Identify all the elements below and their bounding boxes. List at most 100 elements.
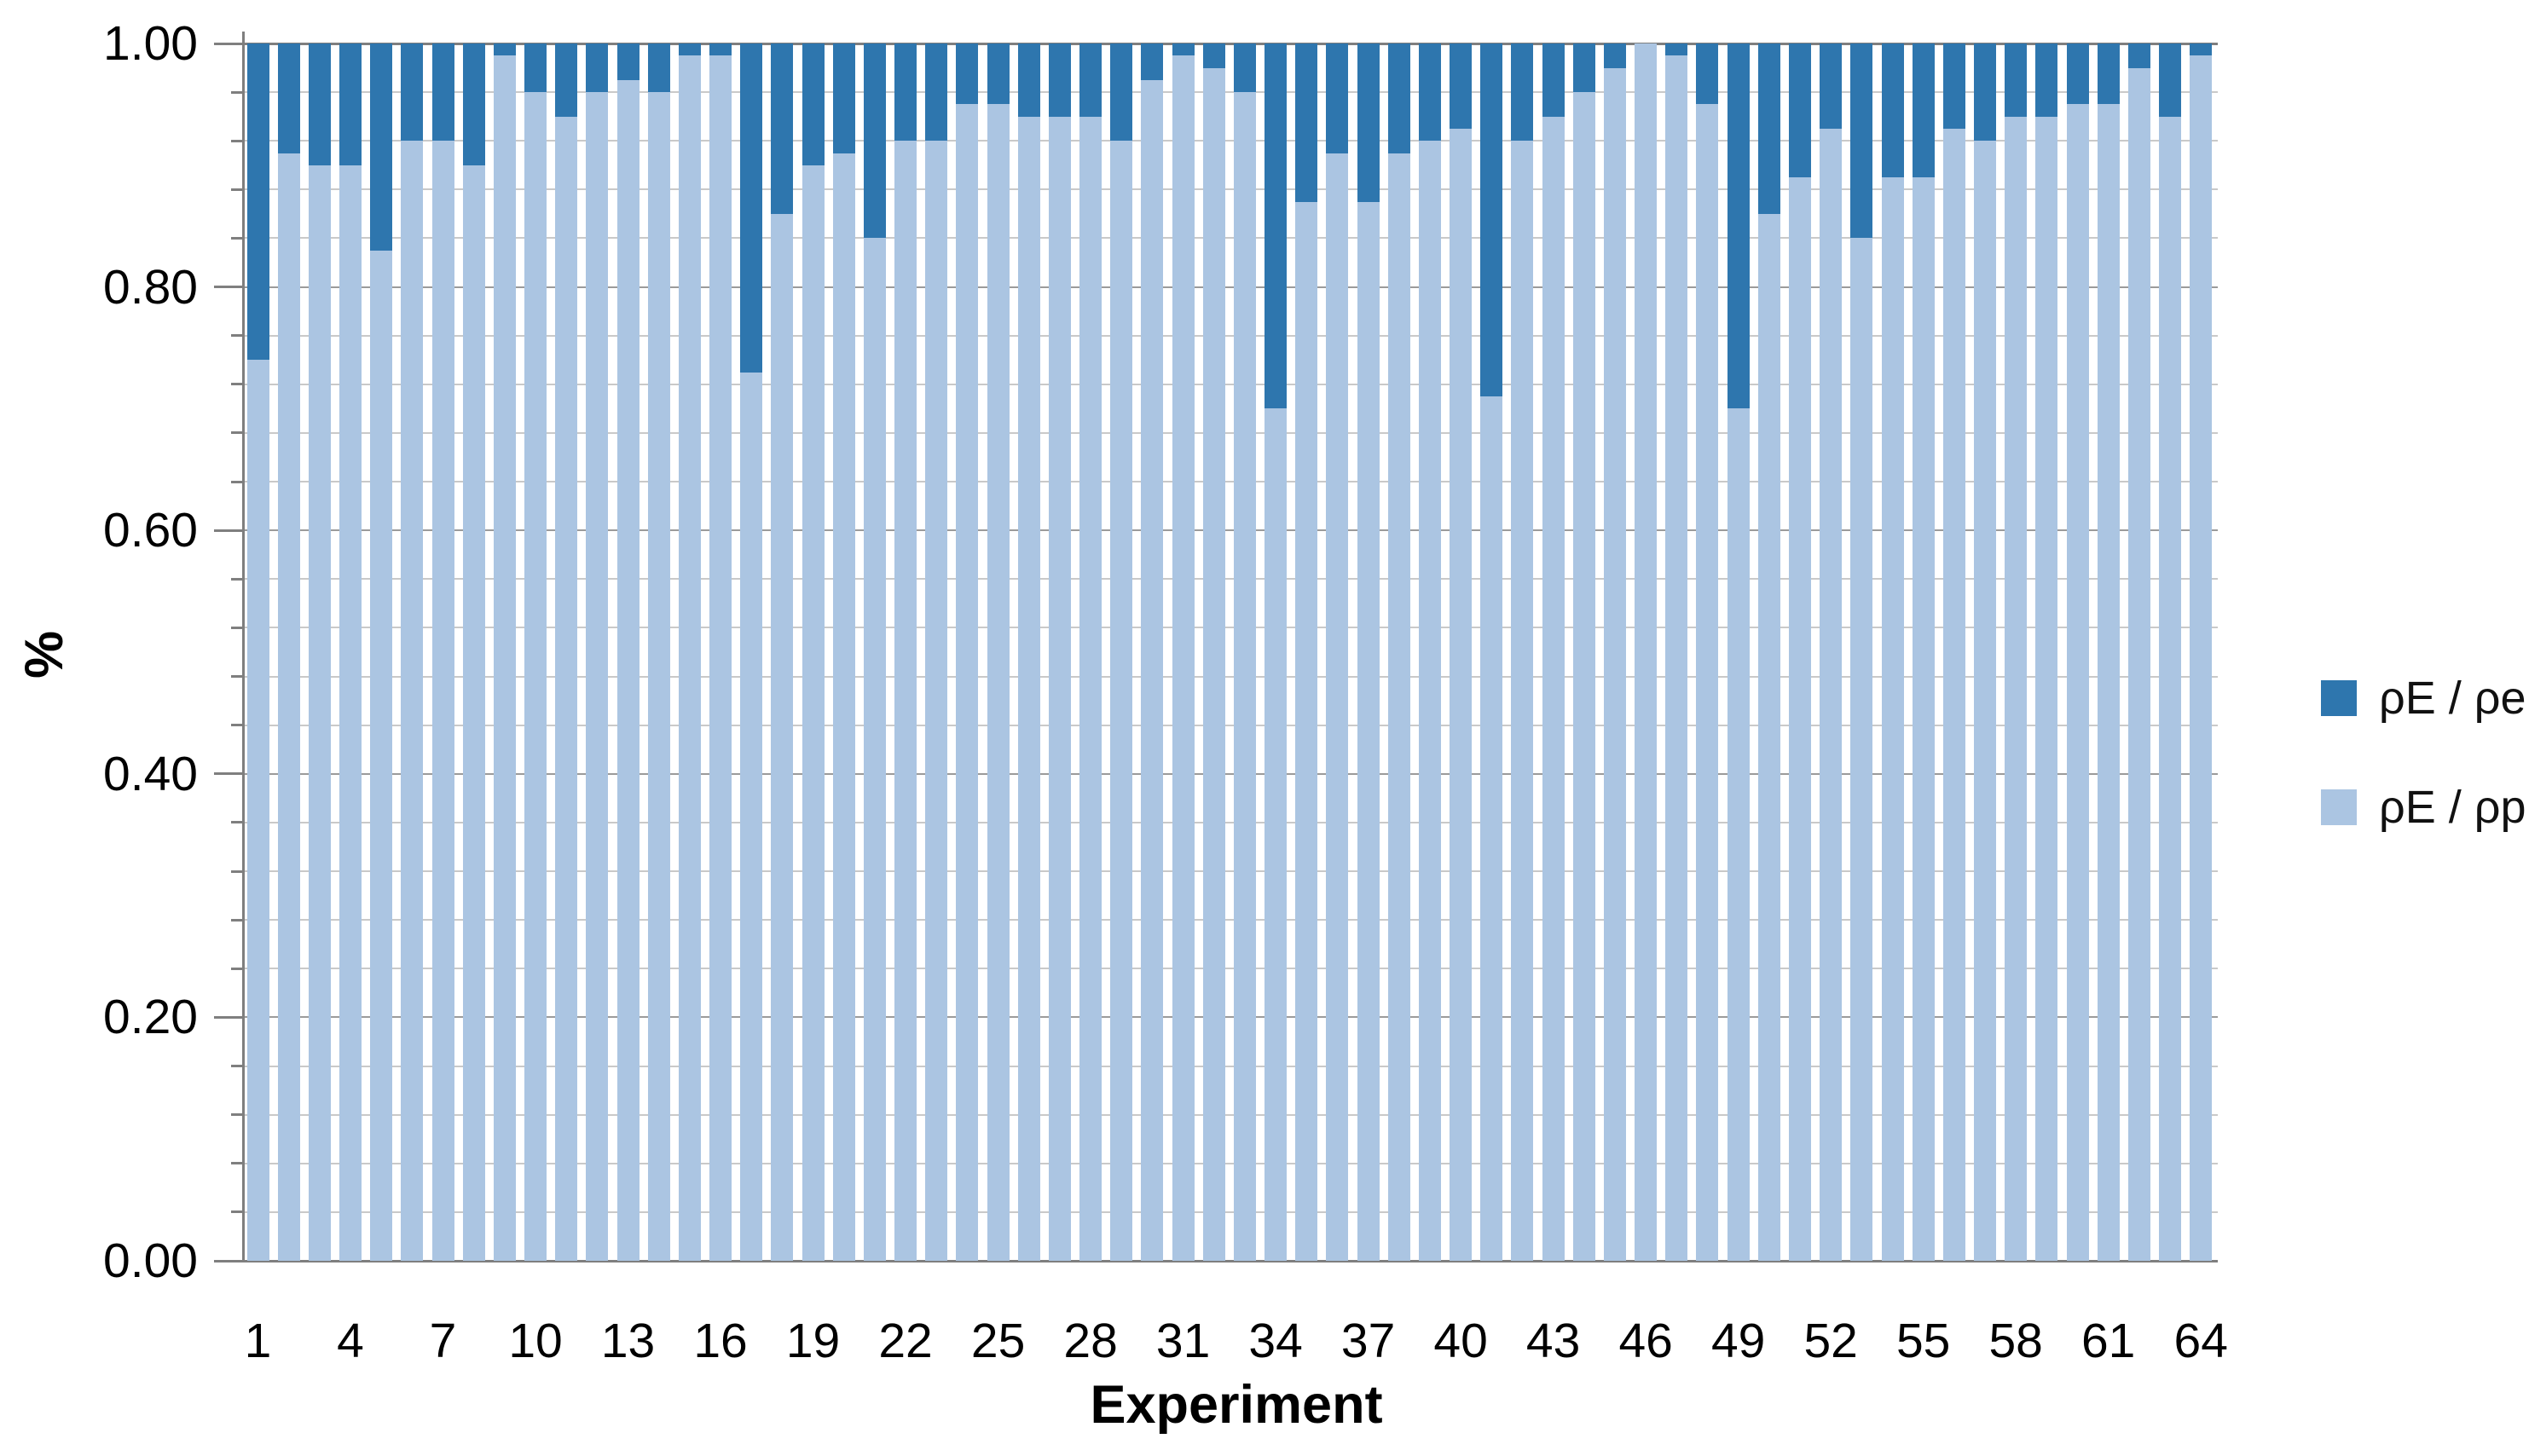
bar-30 xyxy=(1141,43,1164,1261)
y-axis-tick xyxy=(214,1259,243,1262)
bar-35-segment-pe xyxy=(1295,43,1318,202)
bar-54-segment-pe xyxy=(1881,43,1904,178)
bar-62-segment-pe xyxy=(2127,43,2150,68)
y-axis-tick xyxy=(231,383,243,386)
x-tick-label: 58 xyxy=(1988,1314,2043,1368)
bar-39-segment-pp xyxy=(1418,141,1441,1261)
bar-37-segment-pe xyxy=(1357,43,1380,202)
x-tick-label: 4 xyxy=(337,1314,364,1368)
bar-20 xyxy=(832,43,855,1261)
bar-58-segment-pp xyxy=(2005,116,2028,1261)
y-axis-tick xyxy=(231,1065,243,1068)
bar-9 xyxy=(493,43,516,1261)
bar-48-segment-pp xyxy=(1696,104,1719,1261)
bar-52 xyxy=(1820,43,1843,1261)
bar-2 xyxy=(277,43,300,1261)
bar-10 xyxy=(524,43,547,1261)
y-axis-tick xyxy=(231,724,243,727)
bar-54-segment-pp xyxy=(1881,177,1904,1261)
bar-42-segment-pp xyxy=(1511,141,1534,1261)
bar-47 xyxy=(1665,43,1688,1261)
bar-35 xyxy=(1295,43,1318,1261)
bar-23-segment-pe xyxy=(925,43,948,142)
x-tick-label: 43 xyxy=(1525,1314,1581,1368)
bar-37 xyxy=(1357,43,1380,1261)
bar-10-segment-pe xyxy=(524,43,547,93)
x-tick-label: 1 xyxy=(244,1314,272,1368)
y-axis-tick xyxy=(231,139,243,142)
bar-60 xyxy=(2066,43,2089,1261)
bar-13-segment-pp xyxy=(616,79,639,1261)
bar-3-segment-pe xyxy=(308,43,331,165)
bar-45 xyxy=(1603,43,1626,1261)
gridline-major xyxy=(243,1260,2218,1262)
gridline-minor xyxy=(243,383,2218,385)
x-tick-label: 40 xyxy=(1433,1314,1488,1368)
bar-26-segment-pe xyxy=(1017,43,1040,117)
gridline-minor xyxy=(243,140,2218,142)
bar-21-segment-pe xyxy=(863,43,886,239)
bar-25-segment-pe xyxy=(987,43,1010,105)
bar-42 xyxy=(1511,43,1534,1261)
bar-11 xyxy=(555,43,578,1261)
bar-62 xyxy=(2127,43,2150,1261)
bar-34 xyxy=(1264,43,1288,1261)
bar-48-segment-pe xyxy=(1696,43,1719,105)
bar-20-segment-pp xyxy=(832,153,855,1261)
bar-41-segment-pp xyxy=(1480,396,1503,1261)
bar-22-segment-pe xyxy=(894,43,917,142)
bar-39 xyxy=(1418,43,1441,1261)
bar-45-segment-pe xyxy=(1603,43,1626,68)
x-tick-label: 49 xyxy=(1710,1314,1766,1368)
bar-45-segment-pp xyxy=(1603,67,1626,1261)
y-axis-tick xyxy=(231,1210,243,1214)
bar-12 xyxy=(586,43,609,1261)
x-tick-label: 52 xyxy=(1803,1314,1858,1368)
bar-15 xyxy=(678,43,701,1261)
legend-item-pe: ρE / ρe xyxy=(2321,672,2526,725)
bar-35-segment-pp xyxy=(1295,201,1318,1261)
bar-7-segment-pp xyxy=(431,141,454,1261)
bar-44 xyxy=(1572,43,1595,1261)
bar-52-segment-pe xyxy=(1820,43,1843,129)
bar-48 xyxy=(1696,43,1719,1261)
bar-19-segment-pe xyxy=(802,43,825,165)
y-axis-tick xyxy=(214,286,243,289)
bar-14-segment-pp xyxy=(647,92,670,1261)
bar-8-segment-pe xyxy=(462,43,485,165)
bar-32 xyxy=(1202,43,1225,1261)
bar-24 xyxy=(956,43,979,1261)
bar-36-segment-pp xyxy=(1326,153,1349,1261)
bar-59 xyxy=(2035,43,2058,1261)
bar-62-segment-pp xyxy=(2127,67,2150,1261)
bar-36 xyxy=(1326,43,1349,1261)
bar-14-segment-pe xyxy=(647,43,670,93)
gridline-minor xyxy=(243,870,2218,873)
bar-33-segment-pp xyxy=(1233,92,1256,1261)
y-axis-tick xyxy=(231,626,243,629)
bar-51 xyxy=(1789,43,1811,1261)
bar-49-segment-pp xyxy=(1727,408,1750,1261)
bar-28-segment-pp xyxy=(1079,116,1102,1261)
y-axis-tick xyxy=(231,431,243,435)
bar-59-segment-pp xyxy=(2035,116,2058,1261)
y-axis-tick xyxy=(231,188,243,191)
bar-2-segment-pp xyxy=(277,153,300,1261)
gridline-minor xyxy=(243,1162,2218,1164)
x-tick-label: 13 xyxy=(600,1314,656,1368)
x-axis-title: Experiment xyxy=(1090,1375,1383,1435)
bar-50-segment-pe xyxy=(1757,43,1780,214)
bar-16 xyxy=(709,43,732,1261)
gridline-minor xyxy=(243,481,2218,483)
bar-30-segment-pp xyxy=(1141,79,1164,1261)
bar-21-segment-pp xyxy=(863,238,886,1261)
bar-26-segment-pp xyxy=(1017,116,1040,1261)
bar-57-segment-pp xyxy=(1974,141,1997,1261)
bar-12-segment-pp xyxy=(586,92,609,1261)
bar-47-segment-pp xyxy=(1665,55,1688,1261)
gridline-minor xyxy=(243,188,2218,191)
bar-6 xyxy=(401,43,424,1261)
bar-11-segment-pp xyxy=(555,116,578,1261)
bar-41 xyxy=(1480,43,1503,1261)
